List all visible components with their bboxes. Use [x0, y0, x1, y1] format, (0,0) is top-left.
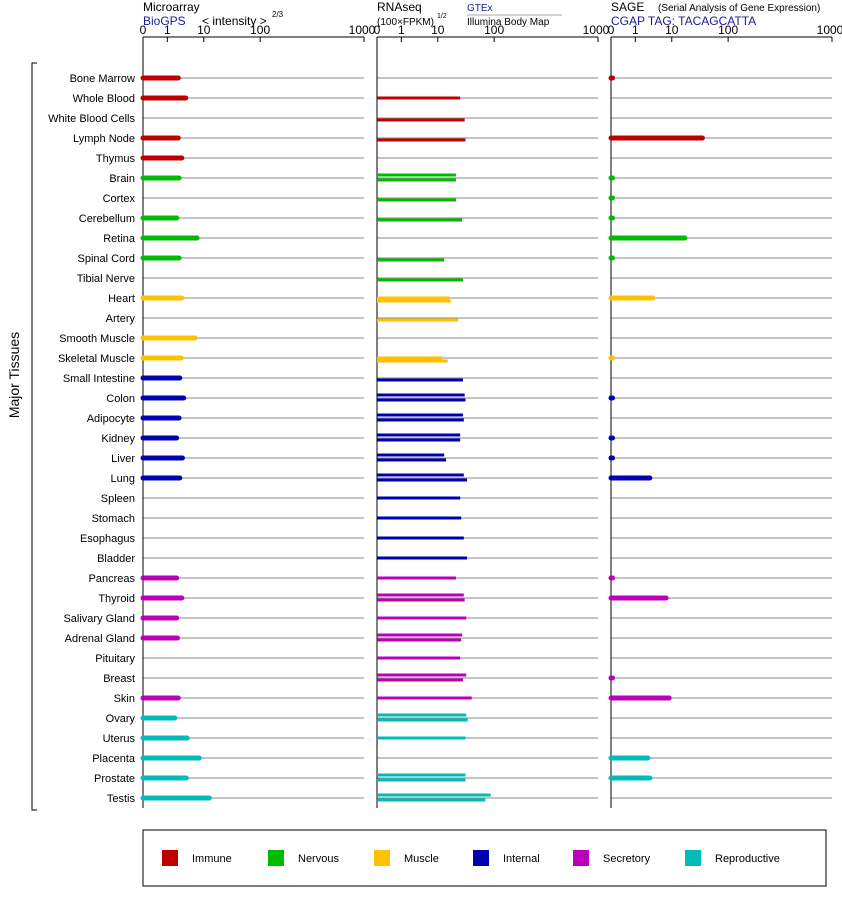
legend-swatch	[374, 850, 390, 866]
tissue-label: Smooth Muscle	[59, 333, 135, 345]
tissue-label: Brain	[109, 173, 135, 185]
sage-title-note: (Serial Analysis of Gene Expression)	[658, 3, 820, 14]
bars	[140, 75, 705, 802]
panel-headers: Microarray BioGPS < intensity > 2/3 RNAs…	[143, 0, 820, 28]
legend: Immune Nervous Muscle Internal Secretory Repr…	[142, 829, 827, 887]
tissue-label: Pancreas	[89, 573, 136, 585]
microarray-unit-label: < intensity >	[202, 14, 267, 28]
tissue-label: Lymph Node	[73, 133, 135, 145]
rnaseq-tick-label: 1	[398, 23, 405, 37]
tissue-label: Stomach	[92, 513, 135, 525]
tissue-label: Breast	[103, 673, 135, 685]
rnaseq-source-gtex: GTEx	[467, 3, 493, 14]
tissue-label: Placenta	[92, 753, 136, 765]
legend-label: Internal	[503, 853, 540, 865]
sage-tick-label: 100	[718, 23, 738, 37]
tissue-label: Salivary Gland	[63, 613, 135, 625]
legend-label: Reproductive	[715, 853, 780, 865]
tissue-label: Skeletal Muscle	[58, 353, 135, 365]
rnaseq-title: RNAseq	[377, 0, 422, 14]
tissue-label: Bladder	[97, 553, 135, 565]
tissue-label: Spleen	[101, 493, 135, 505]
tissue-label: Heart	[108, 293, 135, 305]
legend-box	[142, 829, 827, 887]
legend-swatch	[685, 850, 701, 866]
legend-swatch	[162, 850, 178, 866]
y-axis-label: Major Tissues	[6, 332, 22, 418]
sage-subtitle: CGAP TAG: TACAGCATTA	[611, 14, 756, 28]
legend-swatch	[473, 850, 489, 866]
microarray-tick-label: 1	[164, 23, 171, 37]
microarray-tick-label: 10	[197, 23, 211, 37]
tissue-label: Cortex	[103, 193, 136, 205]
tissue-label: Colon	[106, 393, 135, 405]
legend-label: Muscle	[404, 853, 439, 865]
rnaseq-source-illumina: Illumina Body Map	[467, 17, 550, 28]
microarray-tick-label: 0	[140, 23, 147, 37]
tissue-label: Retina	[103, 233, 136, 245]
row-gridlines	[143, 77, 832, 799]
tissue-label: Small Intestine	[63, 373, 135, 385]
microarray-tick-label: 1000	[349, 23, 376, 37]
tissue-label: Ovary	[106, 713, 136, 725]
microarray-subtitle: BioGPS	[143, 14, 186, 28]
microarray-title: Microarray	[143, 0, 200, 14]
sage-tick-label: 10	[665, 23, 679, 37]
microarray-unit-exponent: 2/3	[272, 10, 284, 19]
legend-label: Secretory	[603, 853, 651, 865]
legend-label: Immune	[192, 853, 232, 865]
tissue-label: Tibial Nerve	[77, 273, 135, 285]
tissue-label: White Blood Cells	[48, 113, 135, 125]
tissue-label: Pituitary	[95, 653, 135, 665]
tissue-label: Kidney	[101, 433, 135, 445]
legend-swatch	[268, 850, 284, 866]
rnaseq-tick-label: 0	[374, 23, 381, 37]
tissue-labels: Bone Marrow Whole Blood White Blood Cells L…	[48, 73, 136, 805]
rnaseq-tick-label: 10	[431, 23, 445, 37]
sage-tick-label: 1000	[817, 23, 842, 37]
sage-tick-label: 1	[632, 23, 639, 37]
tissue-label: Adipocyte	[87, 413, 135, 425]
tissue-label: Whole Blood	[73, 93, 135, 105]
tissue-label: Esophagus	[80, 533, 136, 545]
rnaseq-unit-label: (100×FPKM)	[377, 17, 434, 28]
rnaseq-tick-label: 1000	[583, 23, 610, 37]
tissue-label: Skin	[114, 693, 135, 705]
legend-swatch	[573, 850, 589, 866]
legend-label: Nervous	[298, 853, 339, 865]
tissue-label: Lung	[111, 473, 135, 485]
tissue-label: Prostate	[94, 773, 135, 785]
tissue-label: Thyroid	[98, 593, 135, 605]
tissue-label: Bone Marrow	[70, 73, 135, 85]
sage-tick-label: 0	[608, 23, 615, 37]
tissue-label: Thymus	[96, 153, 136, 165]
tissue-label: Cerebellum	[79, 213, 135, 225]
sage-title: SAGE	[611, 0, 644, 14]
tissue-label: Testis	[107, 793, 136, 805]
tissue-label: Liver	[111, 453, 135, 465]
tissue-label: Adrenal Gland	[65, 633, 135, 645]
tissue-label: Artery	[106, 313, 136, 325]
tissue-label: Spinal Cord	[78, 253, 135, 265]
y-axis: Major Tissues	[6, 62, 37, 811]
y-axis-bracket	[31, 62, 37, 811]
rnaseq-tick-label: 100	[484, 23, 504, 37]
tissue-label: Uterus	[103, 733, 136, 745]
microarray-tick-label: 100	[250, 23, 270, 37]
rnaseq-unit-exponent: 1/2	[437, 13, 447, 20]
